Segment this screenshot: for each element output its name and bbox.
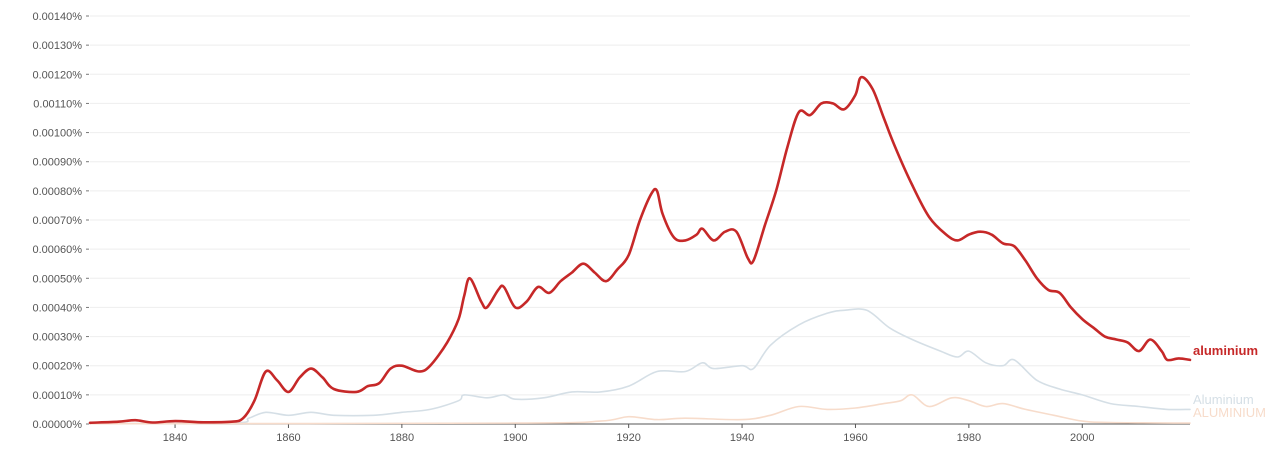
grid-lines	[90, 15, 1190, 425]
y-tick-label: 0.00110%	[33, 98, 82, 110]
series-label-0: aluminium	[1193, 343, 1258, 358]
x-axis: 1840 1860 1880 1900 1920 1940 1960 1980 2000	[90, 423, 1190, 444]
y-tick-label: 0.00100%	[32, 128, 82, 140]
x-tick-label: 1920	[616, 432, 640, 444]
y-tick-label: 0.00090%	[32, 157, 82, 169]
y-tick-label: 0.00080%	[32, 186, 82, 198]
y-axis: 0.00000% 0.00010% 0.00020% 0.00030% 0.00040%…	[32, 11, 89, 431]
y-tick-label: 0.00050%	[32, 273, 82, 285]
y-tick-label: 0.00010%	[32, 390, 82, 402]
y-tick-label: 0.00130%	[32, 40, 82, 52]
series-label-1: Aluminium	[1193, 392, 1254, 407]
x-tick-label: 1860	[276, 432, 300, 444]
y-tick-label: 0.00040%	[32, 302, 82, 314]
x-tick-label: 1940	[730, 432, 754, 444]
y-tick-label: 0.00120%	[32, 69, 82, 81]
x-tick-label: 1900	[503, 432, 527, 444]
x-tick-label: 1980	[957, 432, 981, 444]
x-tick-label: 1880	[390, 432, 414, 444]
series-line-aluminium-2	[89, 394, 1191, 425]
series-lines	[88, 75, 1192, 425]
x-tick-label: 1840	[163, 432, 187, 444]
y-tick-label: 0.00020%	[32, 361, 82, 373]
series-label-2: ALUMINIUM	[1193, 405, 1266, 420]
series-line-aluminium-0	[88, 75, 1192, 425]
x-tick-label: 1960	[843, 432, 867, 444]
y-tick-label: 0.00140%	[32, 11, 82, 23]
x-tick-label: 2000	[1070, 432, 1094, 444]
y-tick-label: 0.00060%	[32, 244, 82, 256]
series-line-aluminium-1	[89, 308, 1191, 425]
y-tick-label: 0.00070%	[32, 215, 82, 227]
y-tick-label: 0.00030%	[32, 332, 82, 344]
y-tick-label: 0.00000%	[32, 419, 82, 431]
